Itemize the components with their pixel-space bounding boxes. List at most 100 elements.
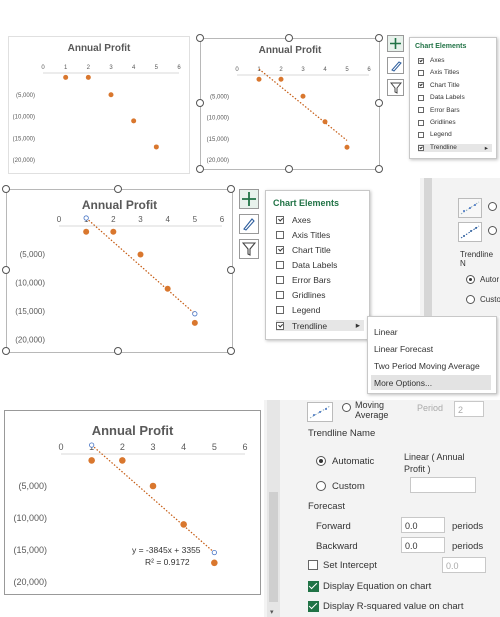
- data-point[interactable]: [85, 74, 91, 80]
- radio-custom-partial[interactable]: [466, 295, 475, 304]
- chart-styles-button-large[interactable]: [239, 214, 259, 234]
- chart-3-handle-ml[interactable]: [2, 266, 10, 274]
- radio-moving-average[interactable]: [342, 403, 351, 412]
- data-point[interactable]: [83, 228, 90, 235]
- data-point[interactable]: [108, 92, 114, 98]
- chart-element-trendline[interactable]: Trendline ▸: [276, 320, 364, 331]
- data-point[interactable]: [137, 251, 144, 258]
- chart-2-handle-bl[interactable]: [196, 165, 204, 173]
- chart-element-checkbox[interactable]: [276, 321, 284, 330]
- chart-3-handle-tm[interactable]: [114, 185, 122, 193]
- chart-element-checkbox[interactable]: [276, 261, 284, 269]
- chart-element-legend[interactable]: Legend: [276, 305, 320, 315]
- data-point[interactable]: [153, 144, 159, 150]
- chart-3-handle-bl[interactable]: [2, 347, 10, 355]
- trendline-r-squared[interactable]: R² = 0.9172: [145, 557, 190, 567]
- chart-element-checkbox[interactable]: [276, 231, 284, 239]
- chart-elements-button-large[interactable]: [239, 189, 259, 209]
- trendline[interactable]: [91, 444, 215, 554]
- chart-1[interactable]: Annual Profit 0 1 2 3 4 5 6 (5,000) (10,000) (15,…: [8, 36, 190, 174]
- intercept-input[interactable]: 0.0: [442, 557, 486, 573]
- chart-element-checkbox[interactable]: [418, 82, 424, 89]
- display-equation-checkbox[interactable]: [308, 581, 319, 592]
- pane-scrollbar-bottom[interactable]: ▾: [267, 400, 280, 617]
- trendline-equation[interactable]: y = -3845x + 3355: [132, 545, 201, 555]
- data-point[interactable]: [149, 482, 157, 490]
- chart-2-handle-tl[interactable]: [196, 34, 204, 42]
- chart-element-checkbox[interactable]: [418, 131, 424, 138]
- period-input[interactable]: 2: [454, 401, 484, 417]
- menu-item-linear[interactable]: Linear: [374, 327, 398, 337]
- radio-custom[interactable]: [316, 481, 326, 491]
- chart-3-handle-bm[interactable]: [114, 347, 122, 355]
- chart-element-checkbox[interactable]: [276, 276, 284, 284]
- chart-2-handle-tm[interactable]: [285, 34, 293, 42]
- chart-styles-button[interactable]: [387, 57, 404, 74]
- chart-3-handle-tr[interactable]: [227, 185, 235, 193]
- chart-3-handle-mr[interactable]: [227, 266, 235, 274]
- chart-element-legend[interactable]: Legend: [418, 131, 452, 138]
- chart-2[interactable]: Annual Profit 0 1 2 3 4 5 6 (5,000) (10,000) (15,…: [200, 38, 380, 170]
- data-point[interactable]: [88, 457, 95, 464]
- chart-elements-button[interactable]: [387, 35, 404, 52]
- chart-element-checkbox[interactable]: [276, 306, 284, 314]
- trendline[interactable]: [85, 217, 196, 315]
- moving-average-icon-bottom[interactable]: [307, 402, 333, 422]
- chart-element-chart-title[interactable]: Chart Title: [276, 245, 331, 255]
- trendline-handle[interactable]: [211, 549, 217, 556]
- chart-element-chart-title[interactable]: Chart Title: [418, 82, 460, 89]
- chevron-right-icon[interactable]: ▸: [484, 144, 488, 152]
- chart-2-handle-tr[interactable]: [375, 34, 383, 42]
- chart-element-axis-titles[interactable]: Axis Titles: [276, 230, 330, 240]
- backward-input[interactable]: 0.0: [401, 537, 445, 553]
- chart-element-axis-titles[interactable]: Axis Titles: [418, 69, 459, 76]
- set-intercept-checkbox[interactable]: [308, 560, 318, 570]
- trendline-handle[interactable]: [192, 311, 198, 317]
- trendline[interactable]: [258, 68, 348, 141]
- chart-filters-button-large[interactable]: [239, 239, 259, 259]
- chevron-right-icon[interactable]: ▸: [355, 320, 360, 330]
- chart-2-handle-mr[interactable]: [375, 99, 383, 107]
- data-point[interactable]: [322, 119, 328, 125]
- menu-item-more-options[interactable]: More Options...: [374, 378, 433, 388]
- chart-element-checkbox[interactable]: [418, 69, 424, 76]
- chart-element-checkbox[interactable]: [418, 57, 424, 64]
- display-r-squared-checkbox[interactable]: [308, 601, 319, 612]
- menu-item-two-period-moving-average[interactable]: Two Period Moving Average: [374, 361, 480, 371]
- chart-3-handle-tl[interactable]: [2, 185, 10, 193]
- chart-element-error-bars[interactable]: Error Bars: [418, 107, 460, 114]
- chart-element-checkbox[interactable]: [418, 94, 424, 101]
- chart-element-data-labels[interactable]: Data Labels: [276, 260, 337, 270]
- chart-element-checkbox[interactable]: [418, 107, 424, 114]
- chart-element-checkbox[interactable]: [276, 216, 284, 224]
- data-point[interactable]: [164, 285, 171, 292]
- trendline-handle[interactable]: [89, 442, 95, 448]
- chart-element-data-labels[interactable]: Data Labels: [418, 94, 465, 101]
- menu-item-linear-forecast[interactable]: Linear Forecast: [374, 344, 434, 354]
- chart-4[interactable]: Annual Profit 0123456(5,000)(10,000)(15,…: [4, 410, 261, 595]
- chart-3[interactable]: Annual Profit 0123456(5,000)(10,000)(15,…: [6, 189, 233, 353]
- data-point[interactable]: [131, 118, 137, 124]
- chart-element-checkbox[interactable]: [276, 246, 284, 254]
- chart-element-checkbox[interactable]: [418, 144, 424, 151]
- forward-input[interactable]: 0.0: [401, 517, 445, 533]
- chart-2-handle-br[interactable]: [375, 165, 383, 173]
- data-point[interactable]: [344, 144, 350, 150]
- chart-element-trendline[interactable]: Trendline ▸: [418, 143, 492, 152]
- data-point[interactable]: [180, 521, 187, 528]
- chart-element-checkbox[interactable]: [276, 291, 284, 299]
- chart-element-axes[interactable]: Axes: [276, 215, 311, 225]
- chart-element-axes[interactable]: Axes: [418, 57, 444, 64]
- chart-2-handle-bm[interactable]: [285, 165, 293, 173]
- data-point[interactable]: [191, 319, 198, 326]
- chart-element-error-bars[interactable]: Error Bars: [276, 275, 331, 285]
- chart-element-gridlines[interactable]: Gridlines: [418, 119, 456, 126]
- linear-icon[interactable]: [458, 222, 482, 242]
- pane-scrollbar[interactable]: [424, 178, 432, 316]
- data-point[interactable]: [110, 228, 117, 235]
- data-point[interactable]: [119, 457, 126, 464]
- data-point[interactable]: [278, 76, 284, 82]
- chart-element-checkbox[interactable]: [418, 119, 424, 126]
- radio-automatic[interactable]: [316, 456, 326, 466]
- radio-automatic-partial[interactable]: [466, 275, 475, 284]
